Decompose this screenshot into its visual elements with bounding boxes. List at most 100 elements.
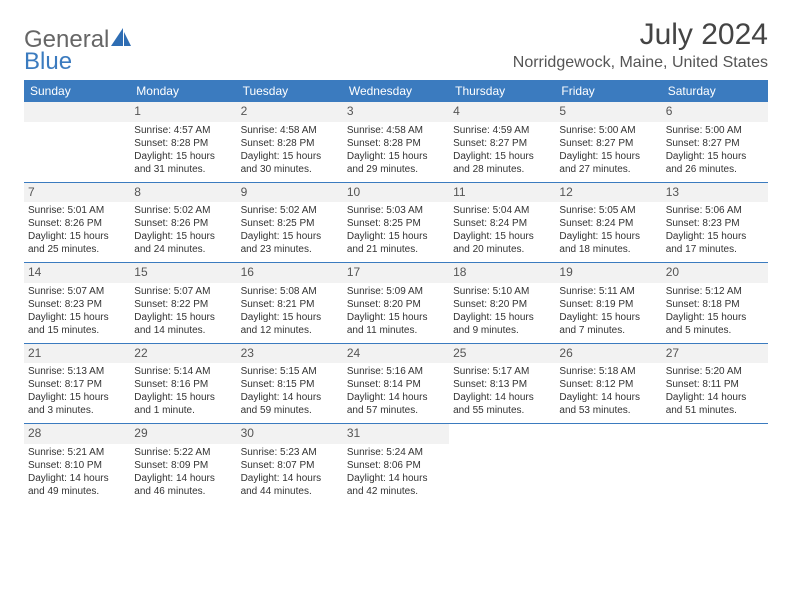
calendar-row: 7Sunrise: 5:01 AMSunset: 8:26 PMDaylight… [24, 182, 768, 263]
sunset-text: Sunset: 8:21 PM [241, 298, 339, 311]
sunset-text: Sunset: 8:13 PM [453, 378, 551, 391]
daylight-text: Daylight: 15 hours and 31 minutes. [134, 150, 232, 176]
calendar-cell [555, 424, 661, 504]
sunset-text: Sunset: 8:20 PM [453, 298, 551, 311]
daylight-text: Daylight: 15 hours and 7 minutes. [559, 311, 657, 337]
sunset-text: Sunset: 8:28 PM [241, 137, 339, 150]
daylight-text: Daylight: 15 hours and 1 minute. [134, 391, 232, 417]
daylight-text: Daylight: 14 hours and 42 minutes. [347, 472, 445, 498]
daylight-text: Daylight: 15 hours and 12 minutes. [241, 311, 339, 337]
calendar-row: 21Sunrise: 5:13 AMSunset: 8:17 PMDayligh… [24, 343, 768, 424]
daylight-text: Daylight: 15 hours and 17 minutes. [666, 230, 764, 256]
day-number: 17 [343, 263, 449, 283]
daylight-text: Daylight: 15 hours and 18 minutes. [559, 230, 657, 256]
sunset-text: Sunset: 8:27 PM [666, 137, 764, 150]
daylight-text: Daylight: 15 hours and 24 minutes. [134, 230, 232, 256]
calendar-cell [662, 424, 768, 504]
calendar-cell: 18Sunrise: 5:10 AMSunset: 8:20 PMDayligh… [449, 263, 555, 344]
calendar-cell: 8Sunrise: 5:02 AMSunset: 8:26 PMDaylight… [130, 182, 236, 263]
day-number: 27 [662, 344, 768, 364]
calendar-row: 28Sunrise: 5:21 AMSunset: 8:10 PMDayligh… [24, 424, 768, 504]
daylight-text: Daylight: 15 hours and 20 minutes. [453, 230, 551, 256]
header: General July 2024 Norridgewock, Maine, U… [24, 18, 768, 72]
calendar-cell: 30Sunrise: 5:23 AMSunset: 8:07 PMDayligh… [237, 424, 343, 504]
calendar-row: 1Sunrise: 4:57 AMSunset: 8:28 PMDaylight… [24, 102, 768, 182]
sunrise-text: Sunrise: 5:15 AM [241, 365, 339, 378]
day-number: 2 [237, 102, 343, 122]
daylight-text: Daylight: 14 hours and 59 minutes. [241, 391, 339, 417]
sunrise-text: Sunrise: 5:24 AM [347, 446, 445, 459]
calendar-cell: 21Sunrise: 5:13 AMSunset: 8:17 PMDayligh… [24, 343, 130, 424]
sunset-text: Sunset: 8:23 PM [28, 298, 126, 311]
sunset-text: Sunset: 8:15 PM [241, 378, 339, 391]
day-number: 19 [555, 263, 661, 283]
calendar-cell: 26Sunrise: 5:18 AMSunset: 8:12 PMDayligh… [555, 343, 661, 424]
day-number: 4 [449, 102, 555, 122]
daylight-text: Daylight: 14 hours and 44 minutes. [241, 472, 339, 498]
day-number: 7 [24, 183, 130, 203]
sunrise-text: Sunrise: 5:16 AM [347, 365, 445, 378]
calendar-cell: 5Sunrise: 5:00 AMSunset: 8:27 PMDaylight… [555, 102, 661, 182]
day-number: 3 [343, 102, 449, 122]
sunset-text: Sunset: 8:20 PM [347, 298, 445, 311]
calendar-cell [449, 424, 555, 504]
calendar-cell: 24Sunrise: 5:16 AMSunset: 8:14 PMDayligh… [343, 343, 449, 424]
sunrise-text: Sunrise: 5:02 AM [241, 204, 339, 217]
sunset-text: Sunset: 8:26 PM [134, 217, 232, 230]
sunset-text: Sunset: 8:23 PM [666, 217, 764, 230]
logo-sail-icon [109, 26, 135, 48]
day-number: 12 [555, 183, 661, 203]
sunrise-text: Sunrise: 5:11 AM [559, 285, 657, 298]
day-number: 11 [449, 183, 555, 203]
day-number: 9 [237, 183, 343, 203]
sunrise-text: Sunrise: 5:21 AM [28, 446, 126, 459]
sunrise-text: Sunrise: 5:20 AM [666, 365, 764, 378]
day-number: 1 [130, 102, 236, 122]
calendar-cell: 15Sunrise: 5:07 AMSunset: 8:22 PMDayligh… [130, 263, 236, 344]
day-header: Friday [555, 80, 661, 102]
logo-text-blue: Blue [24, 48, 72, 76]
day-number: 6 [662, 102, 768, 122]
calendar-cell: 13Sunrise: 5:06 AMSunset: 8:23 PMDayligh… [662, 182, 768, 263]
sunrise-text: Sunrise: 5:09 AM [347, 285, 445, 298]
sunrise-text: Sunrise: 4:57 AM [134, 124, 232, 137]
daylight-text: Daylight: 14 hours and 53 minutes. [559, 391, 657, 417]
daylight-text: Daylight: 14 hours and 57 minutes. [347, 391, 445, 417]
calendar-cell: 10Sunrise: 5:03 AMSunset: 8:25 PMDayligh… [343, 182, 449, 263]
calendar-cell: 6Sunrise: 5:00 AMSunset: 8:27 PMDaylight… [662, 102, 768, 182]
day-number: 22 [130, 344, 236, 364]
day-number: 10 [343, 183, 449, 203]
calendar-cell: 23Sunrise: 5:15 AMSunset: 8:15 PMDayligh… [237, 343, 343, 424]
calendar-cell: 11Sunrise: 5:04 AMSunset: 8:24 PMDayligh… [449, 182, 555, 263]
sunset-text: Sunset: 8:10 PM [28, 459, 126, 472]
sunrise-text: Sunrise: 5:07 AM [134, 285, 232, 298]
calendar-cell: 19Sunrise: 5:11 AMSunset: 8:19 PMDayligh… [555, 263, 661, 344]
calendar-cell: 12Sunrise: 5:05 AMSunset: 8:24 PMDayligh… [555, 182, 661, 263]
sunrise-text: Sunrise: 5:23 AM [241, 446, 339, 459]
day-number: 28 [24, 424, 130, 444]
sunrise-text: Sunrise: 5:22 AM [134, 446, 232, 459]
calendar-cell: 17Sunrise: 5:09 AMSunset: 8:20 PMDayligh… [343, 263, 449, 344]
day-header: Sunday [24, 80, 130, 102]
sunset-text: Sunset: 8:24 PM [559, 217, 657, 230]
calendar-cell: 2Sunrise: 4:58 AMSunset: 8:28 PMDaylight… [237, 102, 343, 182]
sunset-text: Sunset: 8:28 PM [347, 137, 445, 150]
sunset-text: Sunset: 8:27 PM [453, 137, 551, 150]
sunrise-text: Sunrise: 5:04 AM [453, 204, 551, 217]
sunrise-text: Sunrise: 4:58 AM [347, 124, 445, 137]
day-header: Tuesday [237, 80, 343, 102]
day-number: 21 [24, 344, 130, 364]
calendar-body: 1Sunrise: 4:57 AMSunset: 8:28 PMDaylight… [24, 102, 768, 504]
calendar-cell: 9Sunrise: 5:02 AMSunset: 8:25 PMDaylight… [237, 182, 343, 263]
day-number: 15 [130, 263, 236, 283]
title-block: July 2024 Norridgewock, Maine, United St… [513, 18, 768, 72]
calendar-cell: 20Sunrise: 5:12 AMSunset: 8:18 PMDayligh… [662, 263, 768, 344]
sunrise-text: Sunrise: 5:18 AM [559, 365, 657, 378]
sunset-text: Sunset: 8:27 PM [559, 137, 657, 150]
daylight-text: Daylight: 15 hours and 27 minutes. [559, 150, 657, 176]
day-number: 20 [662, 263, 768, 283]
sunset-text: Sunset: 8:06 PM [347, 459, 445, 472]
daylight-text: Daylight: 14 hours and 49 minutes. [28, 472, 126, 498]
daylight-text: Daylight: 15 hours and 30 minutes. [241, 150, 339, 176]
daylight-text: Daylight: 15 hours and 15 minutes. [28, 311, 126, 337]
